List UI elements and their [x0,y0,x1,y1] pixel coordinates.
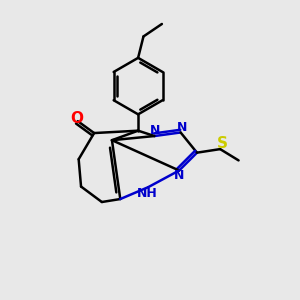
Text: O: O [70,111,83,126]
Text: N: N [177,121,188,134]
Text: NH: NH [137,187,158,200]
Text: S: S [216,136,227,151]
Text: N: N [174,169,184,182]
Text: N: N [150,124,160,137]
